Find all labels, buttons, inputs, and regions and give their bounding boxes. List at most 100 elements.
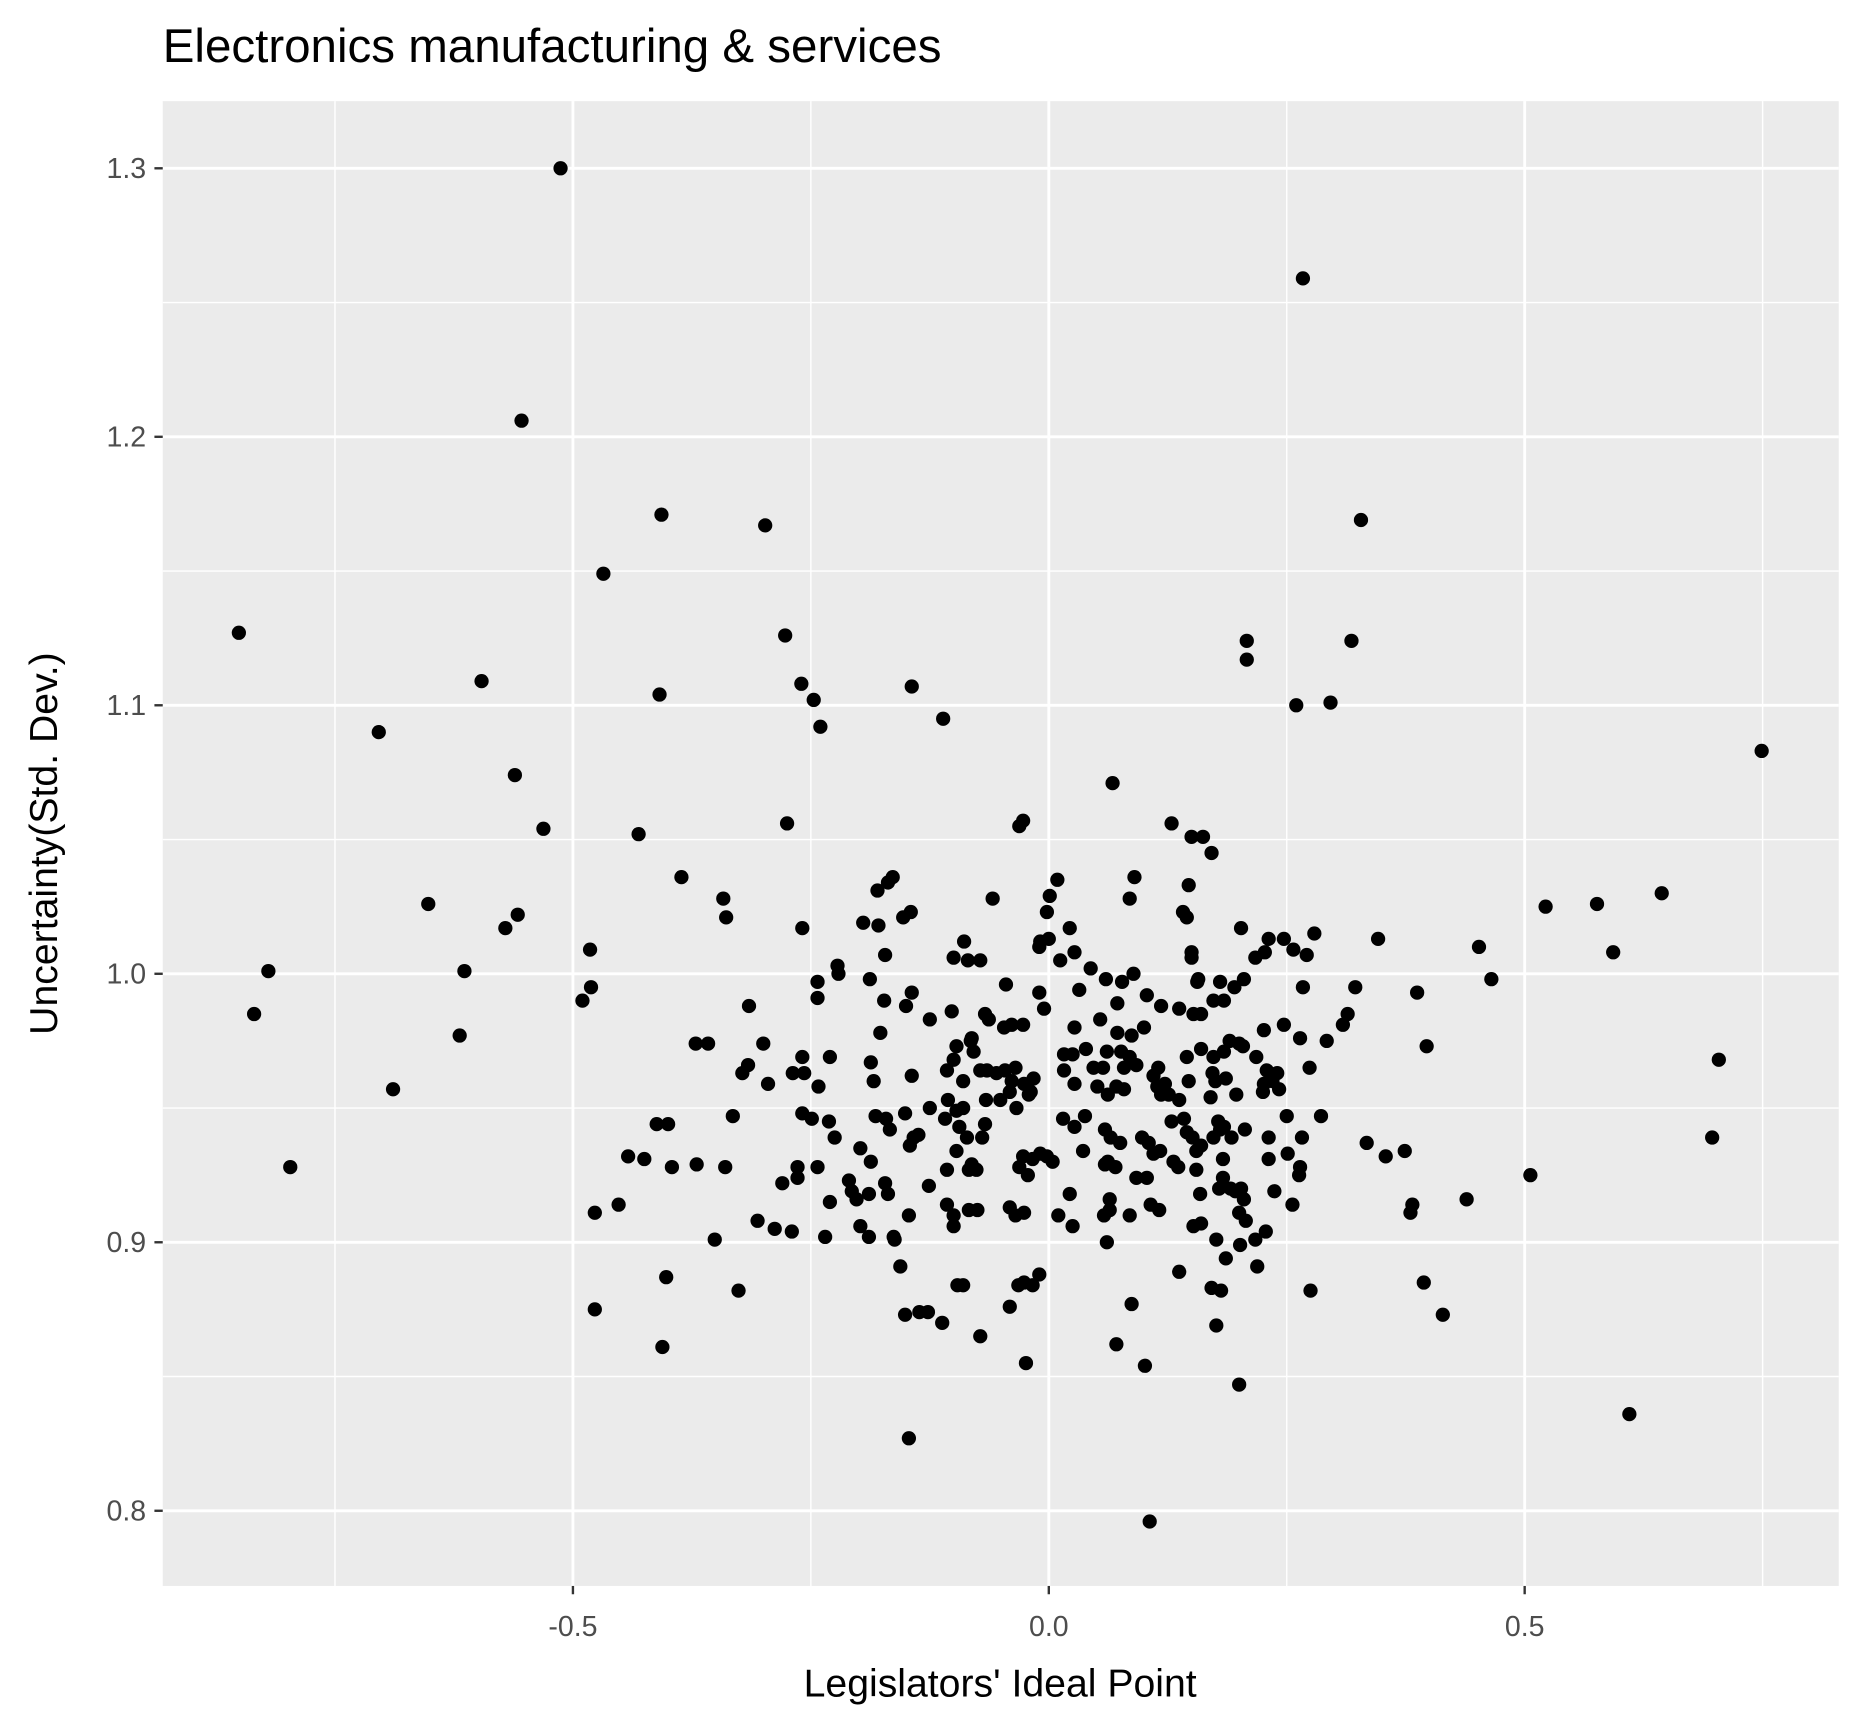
point	[452, 1028, 467, 1043]
point	[1139, 1170, 1154, 1185]
point	[1258, 1224, 1273, 1239]
point	[949, 1039, 964, 1054]
point	[964, 1157, 979, 1172]
point	[1239, 652, 1254, 667]
point	[1122, 1208, 1137, 1223]
point	[1072, 982, 1087, 998]
point	[659, 1270, 674, 1285]
point	[1348, 980, 1363, 995]
point	[1021, 1087, 1036, 1102]
point	[1193, 1041, 1209, 1057]
point	[750, 1213, 765, 1228]
point	[784, 1224, 799, 1239]
point	[1012, 818, 1027, 834]
point	[1127, 869, 1142, 885]
point	[1067, 1020, 1082, 1035]
point	[956, 1278, 971, 1293]
point	[536, 821, 551, 836]
point	[1255, 1084, 1271, 1100]
point	[1002, 1299, 1017, 1314]
point	[1295, 271, 1311, 286]
point	[1289, 698, 1304, 713]
y-tick-label: 1.1	[106, 690, 146, 722]
point	[587, 1205, 602, 1220]
point	[1050, 872, 1065, 887]
point	[631, 827, 646, 842]
point	[1340, 1006, 1355, 1022]
point	[904, 679, 919, 694]
point	[1409, 985, 1425, 1000]
point	[1257, 945, 1272, 960]
point	[922, 1012, 937, 1027]
point	[1164, 816, 1179, 831]
point	[1045, 1154, 1060, 1169]
point	[1206, 1130, 1221, 1145]
point	[1279, 1108, 1294, 1124]
point	[1227, 980, 1242, 995]
point	[1189, 1162, 1204, 1177]
point	[1193, 1006, 1209, 1022]
point	[1335, 1017, 1351, 1032]
point	[1036, 1001, 1052, 1016]
point	[652, 687, 667, 702]
point	[1705, 1130, 1720, 1145]
point	[510, 907, 525, 922]
point	[385, 1082, 401, 1097]
point	[896, 910, 911, 925]
point	[1205, 1065, 1220, 1081]
point	[1353, 512, 1369, 528]
point	[1267, 1184, 1282, 1199]
point	[810, 974, 825, 989]
point	[810, 1159, 825, 1175]
point	[1216, 1044, 1232, 1059]
point	[1711, 1052, 1726, 1067]
x-tick-label: -0.5	[548, 1611, 597, 1643]
point	[897, 1106, 913, 1121]
point	[1484, 972, 1499, 987]
point	[1129, 1057, 1144, 1073]
point	[1294, 1130, 1310, 1145]
point	[1403, 1205, 1418, 1220]
point	[939, 1197, 955, 1212]
point	[1116, 1082, 1132, 1097]
point	[1754, 743, 1769, 759]
point	[821, 1114, 837, 1129]
point	[725, 1108, 740, 1124]
point	[1051, 1208, 1066, 1223]
point	[978, 1092, 994, 1108]
point	[596, 566, 611, 581]
point	[1018, 1355, 1034, 1371]
point	[1319, 1033, 1334, 1049]
point	[689, 1157, 704, 1172]
point	[887, 1232, 902, 1247]
point	[1176, 1111, 1192, 1126]
point	[775, 1176, 790, 1191]
point	[1236, 972, 1252, 987]
point	[1276, 1017, 1292, 1032]
point	[946, 1219, 961, 1234]
point	[973, 953, 988, 968]
point	[1151, 1060, 1166, 1075]
point	[1179, 1049, 1194, 1065]
point	[1248, 1232, 1263, 1247]
point	[1181, 1074, 1196, 1089]
point	[818, 1229, 833, 1245]
point	[861, 1229, 877, 1245]
point	[956, 1074, 971, 1089]
point	[1109, 1337, 1124, 1352]
point	[1370, 931, 1386, 947]
point	[1042, 888, 1057, 904]
point	[964, 1031, 979, 1046]
point	[1004, 1074, 1019, 1089]
point	[863, 1154, 878, 1169]
point	[1056, 1063, 1072, 1078]
point	[1538, 899, 1553, 914]
point	[1129, 1170, 1144, 1185]
points	[231, 161, 1769, 1529]
point	[795, 921, 810, 936]
plot-panel	[162, 101, 1839, 1586]
point	[1286, 942, 1301, 957]
point	[1299, 947, 1314, 963]
point	[1153, 998, 1169, 1014]
